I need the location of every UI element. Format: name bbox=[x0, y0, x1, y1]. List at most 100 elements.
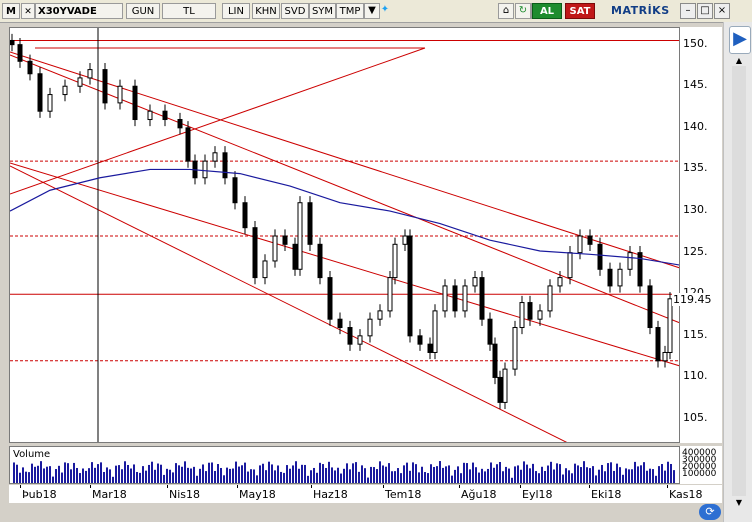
template-button[interactable]: TMP bbox=[336, 3, 364, 19]
remove-symbol-icon[interactable]: ✕ bbox=[21, 3, 35, 19]
volume-bar bbox=[271, 464, 273, 483]
scroll-up-icon[interactable]: ▲ bbox=[735, 56, 743, 65]
y-tick-label: 125. bbox=[683, 244, 708, 258]
volume-bar bbox=[289, 468, 291, 483]
candle-body bbox=[132, 85, 138, 121]
volume-bar bbox=[367, 477, 369, 483]
candle-body bbox=[497, 376, 503, 403]
volume-bar bbox=[460, 473, 462, 483]
volume-bar bbox=[385, 466, 387, 483]
volume-canvas bbox=[13, 461, 675, 483]
volume-bar bbox=[310, 470, 312, 483]
volume-bar bbox=[544, 471, 546, 483]
volume-bar bbox=[451, 475, 453, 483]
volume-bar bbox=[652, 469, 654, 483]
currency-button[interactable]: TL bbox=[162, 3, 216, 19]
volume-bar bbox=[619, 467, 621, 483]
volume-bar bbox=[43, 468, 45, 483]
volume-bar bbox=[376, 469, 378, 483]
volume-bar bbox=[223, 475, 225, 483]
maximize-button[interactable]: □ bbox=[697, 3, 713, 19]
volume-bar bbox=[637, 466, 639, 483]
volume-bar bbox=[40, 461, 42, 483]
scroll-arrow-icon[interactable]: ▶ bbox=[729, 26, 751, 54]
volume-bar bbox=[538, 473, 540, 483]
volume-bar bbox=[511, 477, 513, 483]
volume-bar bbox=[235, 461, 237, 483]
scroll-track[interactable] bbox=[732, 66, 746, 496]
volume-bar bbox=[286, 465, 288, 483]
period-button[interactable]: GUN bbox=[126, 3, 160, 19]
chart-toolbar: M ✕ X30YVADE GUN TL LIN KHN SVD SYM TMP … bbox=[0, 0, 752, 23]
minimize-button[interactable]: – bbox=[680, 3, 696, 19]
close-button[interactable]: × bbox=[714, 3, 730, 19]
volume-bar bbox=[13, 462, 15, 483]
x-tick-label: Mar18 bbox=[92, 488, 127, 501]
volume-bar bbox=[325, 467, 327, 483]
khn-button[interactable]: KHN bbox=[252, 3, 280, 19]
candle-body bbox=[442, 285, 448, 312]
volume-bar bbox=[31, 463, 33, 483]
dropdown-chevron-icon[interactable]: ▼ bbox=[364, 3, 380, 19]
volume-bar bbox=[34, 466, 36, 483]
buy-button[interactable]: AL bbox=[532, 3, 562, 19]
volume-bar bbox=[457, 466, 459, 483]
candle-body bbox=[17, 44, 23, 62]
volume-bar bbox=[403, 465, 405, 483]
volume-bar bbox=[556, 463, 558, 483]
candle-body bbox=[62, 85, 68, 96]
candle-body bbox=[185, 127, 191, 162]
tag-icon[interactable]: ⌂ bbox=[498, 3, 514, 19]
volume-bar bbox=[454, 469, 456, 483]
volume-bar bbox=[25, 471, 27, 483]
volume-bar bbox=[256, 475, 258, 483]
sync-icon[interactable]: ⟳ bbox=[699, 504, 721, 520]
volume-bar bbox=[550, 461, 552, 483]
volume-bar bbox=[76, 467, 78, 483]
volume-bar bbox=[379, 461, 381, 483]
x-tick-mark bbox=[90, 485, 91, 488]
candle-body bbox=[177, 119, 183, 129]
volume-bar bbox=[208, 462, 210, 483]
candle-body bbox=[427, 343, 433, 353]
volume-bar bbox=[496, 464, 498, 483]
volume-bar bbox=[334, 470, 336, 483]
x-tick-label: Kas18 bbox=[669, 488, 703, 501]
scroll-down-icon[interactable]: ▼ bbox=[735, 498, 743, 507]
x-tick-label: Ağu18 bbox=[461, 488, 497, 501]
twitter-icon[interactable]: ✦ bbox=[380, 4, 390, 15]
volume-bar bbox=[541, 466, 543, 483]
app-menu-button[interactable]: M bbox=[2, 3, 20, 19]
volume-bar bbox=[505, 466, 507, 483]
volume-bar bbox=[529, 468, 531, 483]
x-tick-mark bbox=[20, 485, 21, 488]
candle-body bbox=[147, 110, 153, 121]
sym-button[interactable]: SYM bbox=[309, 3, 336, 19]
volume-bar bbox=[382, 465, 384, 483]
candle-body bbox=[627, 252, 633, 270]
volume-bar bbox=[445, 466, 447, 483]
candle-body bbox=[367, 318, 373, 337]
linear-scale-button[interactable]: LIN bbox=[222, 3, 250, 19]
volume-panel[interactable]: Volume bbox=[9, 446, 680, 484]
volume-bar bbox=[115, 465, 117, 483]
svd-button[interactable]: SVD bbox=[281, 3, 309, 19]
volume-bar bbox=[520, 469, 522, 483]
candle-body bbox=[212, 152, 218, 162]
y-tick-label: 145. bbox=[683, 78, 708, 92]
volume-bar bbox=[145, 470, 147, 483]
sell-button[interactable]: SAT bbox=[565, 3, 595, 19]
volume-bar bbox=[613, 470, 615, 483]
volume-bar bbox=[67, 463, 69, 483]
right-scrollbar[interactable]: ▶ ▲ ▼ bbox=[723, 22, 752, 522]
volume-bar bbox=[493, 467, 495, 483]
volume-bar bbox=[268, 461, 270, 483]
volume-bar bbox=[220, 467, 222, 483]
x-tick-mark bbox=[237, 485, 238, 488]
refresh-icon[interactable]: ↻ bbox=[515, 3, 531, 19]
volume-bar bbox=[499, 461, 501, 483]
price-chart[interactable] bbox=[9, 27, 680, 443]
volume-bar bbox=[100, 462, 102, 483]
x-tick-label: May18 bbox=[239, 488, 276, 501]
symbol-field[interactable]: X30YVADE bbox=[35, 3, 123, 19]
